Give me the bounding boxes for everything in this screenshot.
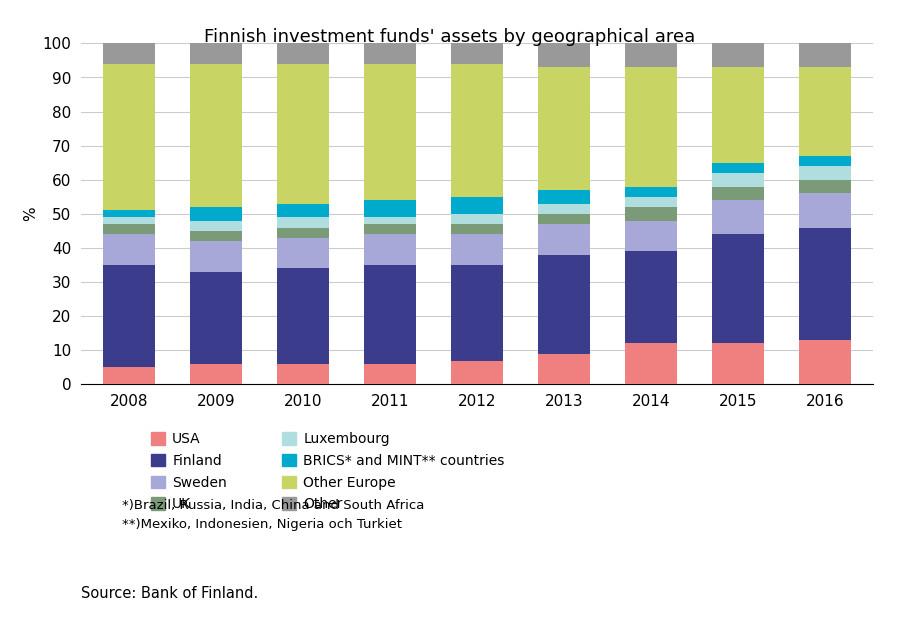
Bar bbox=[103, 234, 155, 265]
Bar bbox=[103, 224, 155, 234]
Bar bbox=[538, 353, 590, 384]
Bar bbox=[190, 43, 242, 64]
Bar bbox=[538, 214, 590, 224]
Bar bbox=[625, 43, 677, 67]
Bar bbox=[364, 224, 416, 234]
Bar bbox=[625, 207, 677, 221]
Bar bbox=[364, 265, 416, 364]
Bar bbox=[799, 180, 851, 193]
Bar bbox=[625, 252, 677, 343]
Bar bbox=[712, 234, 764, 343]
Bar bbox=[625, 343, 677, 384]
Bar bbox=[277, 238, 329, 268]
Legend: USA, Finland, Sweden, UK, Luxembourg, BRICS* and MINT** countries, Other Europe,: USA, Finland, Sweden, UK, Luxembourg, BR… bbox=[151, 432, 505, 511]
Bar bbox=[190, 272, 242, 364]
Bar bbox=[538, 67, 590, 190]
Text: **)Mexiko, Indonesien, Nigeria och Turkiet: **)Mexiko, Indonesien, Nigeria och Turki… bbox=[122, 518, 401, 531]
Bar bbox=[451, 64, 503, 197]
Bar bbox=[364, 43, 416, 64]
Bar bbox=[799, 43, 851, 67]
Bar bbox=[538, 203, 590, 214]
Bar bbox=[799, 340, 851, 384]
Bar bbox=[451, 234, 503, 265]
Bar bbox=[277, 228, 329, 237]
Bar bbox=[277, 268, 329, 364]
Bar bbox=[451, 224, 503, 234]
Bar bbox=[712, 67, 764, 162]
Text: Source: Bank of Finland.: Source: Bank of Finland. bbox=[81, 586, 258, 601]
Bar bbox=[190, 231, 242, 241]
Y-axis label: %: % bbox=[23, 206, 38, 221]
Bar bbox=[277, 43, 329, 64]
Text: Finnish investment funds' assets by geographical area: Finnish investment funds' assets by geog… bbox=[204, 28, 696, 46]
Bar bbox=[538, 224, 590, 255]
Bar bbox=[799, 166, 851, 180]
Bar bbox=[364, 218, 416, 224]
Bar bbox=[103, 367, 155, 384]
Bar bbox=[190, 221, 242, 231]
Bar bbox=[277, 203, 329, 218]
Bar bbox=[538, 43, 590, 67]
Bar bbox=[451, 214, 503, 224]
Bar bbox=[364, 234, 416, 265]
Bar bbox=[625, 197, 677, 207]
Bar bbox=[799, 156, 851, 166]
Bar bbox=[103, 218, 155, 224]
Bar bbox=[538, 190, 590, 203]
Bar bbox=[364, 64, 416, 200]
Bar bbox=[103, 265, 155, 367]
Bar bbox=[103, 43, 155, 64]
Bar bbox=[799, 67, 851, 156]
Bar bbox=[277, 364, 329, 384]
Bar bbox=[712, 162, 764, 173]
Bar bbox=[451, 361, 503, 384]
Bar bbox=[712, 187, 764, 200]
Bar bbox=[451, 43, 503, 64]
Bar bbox=[712, 173, 764, 187]
Bar bbox=[625, 67, 677, 187]
Bar bbox=[625, 187, 677, 197]
Bar bbox=[712, 200, 764, 234]
Bar bbox=[103, 211, 155, 218]
Bar bbox=[712, 43, 764, 67]
Bar bbox=[103, 64, 155, 211]
Bar bbox=[451, 265, 503, 361]
Bar bbox=[277, 64, 329, 203]
Bar bbox=[190, 364, 242, 384]
Bar bbox=[190, 207, 242, 221]
Bar bbox=[364, 200, 416, 218]
Bar bbox=[277, 217, 329, 228]
Bar bbox=[799, 228, 851, 340]
Bar bbox=[190, 241, 242, 272]
Bar bbox=[364, 364, 416, 384]
Bar bbox=[451, 197, 503, 214]
Bar bbox=[625, 221, 677, 252]
Text: *)Brazil, Russia, India, China and South Africa: *)Brazil, Russia, India, China and South… bbox=[122, 499, 424, 512]
Bar bbox=[190, 64, 242, 207]
Bar bbox=[538, 255, 590, 353]
Bar bbox=[712, 343, 764, 384]
Bar bbox=[799, 193, 851, 228]
